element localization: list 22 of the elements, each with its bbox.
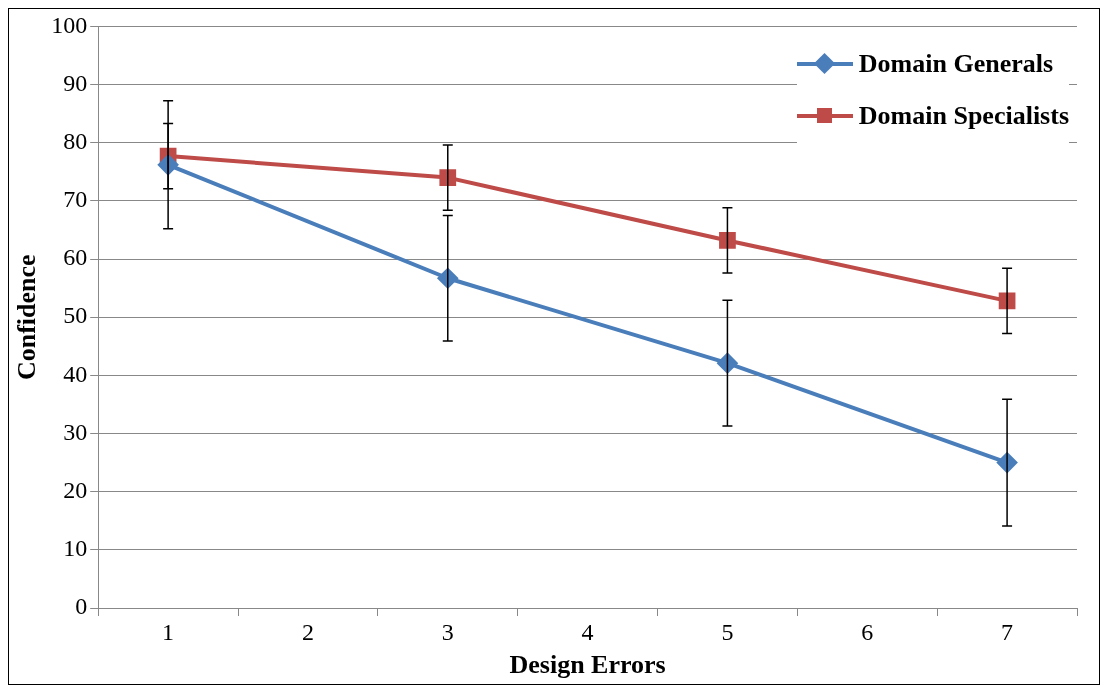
y-axis-title: Confidence (12, 254, 42, 381)
y-tick-label: 50 (63, 302, 88, 329)
y-tick-label: 80 (63, 128, 88, 155)
y-tick-label: 70 (63, 186, 88, 213)
x-tick-label: 7 (1001, 618, 1014, 645)
y-tick-label: 90 (63, 69, 88, 96)
x-tick-label: 4 (581, 618, 594, 645)
y-tick-label: 30 (63, 418, 88, 445)
x-tick-label: 5 (721, 618, 734, 645)
x-tick-label: 3 (441, 618, 454, 645)
y-tick-label: 20 (63, 476, 88, 503)
x-tick-label: 6 (861, 618, 874, 645)
x-axis-title: Design Errors (509, 650, 666, 680)
legend-label: Domain Generals (858, 49, 1054, 79)
y-tick-label: 100 (51, 11, 88, 38)
y-tick-label: 10 (63, 535, 88, 562)
y-tick-label: 40 (63, 360, 88, 387)
y-tick-label: 60 (63, 244, 88, 271)
x-tick-label: 2 (301, 618, 314, 645)
y-tick-label: 0 (75, 593, 88, 620)
x-tick-label: 1 (162, 618, 175, 645)
legend-label: Domain Specialists (858, 101, 1069, 131)
